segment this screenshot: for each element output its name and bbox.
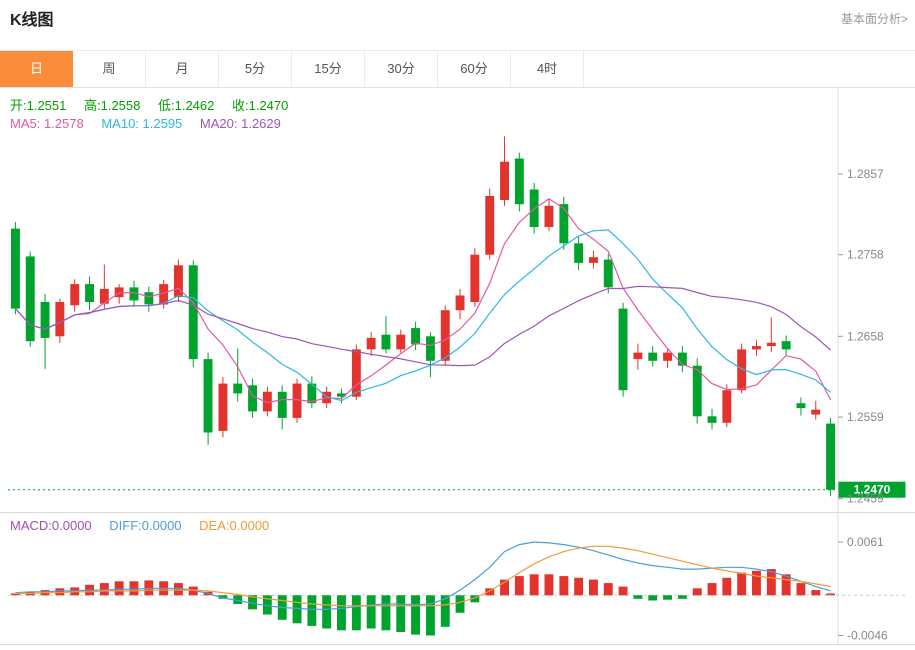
fundamental-analysis-link[interactable]: 基本面分析> — [840, 12, 908, 26]
tab-5min[interactable]: 5分 — [219, 51, 292, 87]
svg-text:1.2658: 1.2658 — [847, 329, 884, 343]
tab-month[interactable]: 月 — [146, 51, 219, 87]
svg-text:1.2470: 1.2470 — [854, 483, 891, 497]
ohlc-close: 收:1.2470 — [232, 98, 289, 113]
diff-value: DIFF:0.0000 — [109, 518, 182, 533]
svg-text:1.2857: 1.2857 — [847, 167, 884, 181]
ma5-value: MA5: 1.2578 — [10, 116, 84, 131]
panel-divider — [0, 512, 915, 513]
macd-panel: 0.0061 -0.0046 MACD:0.0000 DIFF:0.0000 DE… — [0, 513, 915, 644]
tab-60min[interactable]: 60分 — [438, 51, 511, 87]
header-bar: K线图 基本面分析> — [0, 0, 915, 50]
tab-day[interactable]: 日 — [0, 51, 73, 87]
ohlc-high: 高:1.2558 — [84, 98, 141, 113]
ma10-value: MA10: 1.2595 — [101, 116, 183, 131]
macd-chart-canvas[interactable]: 0.0061 -0.0046 — [0, 513, 915, 644]
tab-30min[interactable]: 30分 — [365, 51, 438, 87]
svg-text:1.2559: 1.2559 — [847, 410, 884, 424]
tab-4hour[interactable]: 4时 — [511, 51, 584, 87]
page-title: K线图 — [10, 12, 54, 29]
tab-week[interactable]: 周 — [73, 51, 146, 87]
dea-value: DEA:0.0000 — [199, 518, 270, 533]
ohlc-legend: 开:1.2551 高:1.2558 低:1.2462 收:1.2470 — [10, 95, 302, 114]
ma-legend: MA5: 1.2578 MA10: 1.2595 MA20: 1.2629 — [10, 116, 295, 131]
svg-text:0.0061: 0.0061 — [847, 535, 884, 549]
tab-15min[interactable]: 15分 — [292, 51, 365, 87]
candlestick-chart-canvas[interactable]: 1.2470 1.2857 1.2758 1.2658 1.2559 1.2459 — [0, 88, 915, 512]
svg-text:-0.0046: -0.0046 — [847, 629, 888, 643]
candlestick-panel: 1.2470 1.2857 1.2758 1.2658 1.2559 1.2459 开:1… — [0, 88, 915, 512]
ohlc-low: 低:1.2462 — [158, 98, 215, 113]
svg-text:1.2758: 1.2758 — [847, 248, 884, 262]
macd-legend: MACD:0.0000 DIFF:0.0000 DEA:0.0000 — [10, 518, 283, 533]
ma20-value: MA20: 1.2629 — [199, 116, 281, 131]
bottom-border — [0, 644, 915, 645]
macd-value: MACD:0.0000 — [10, 518, 92, 533]
period-tabs: 日 周 月 5分 15分 30分 60分 4时 — [0, 50, 915, 88]
svg-text:1.2459: 1.2459 — [847, 492, 884, 506]
ohlc-open: 开:1.2551 — [10, 98, 67, 113]
